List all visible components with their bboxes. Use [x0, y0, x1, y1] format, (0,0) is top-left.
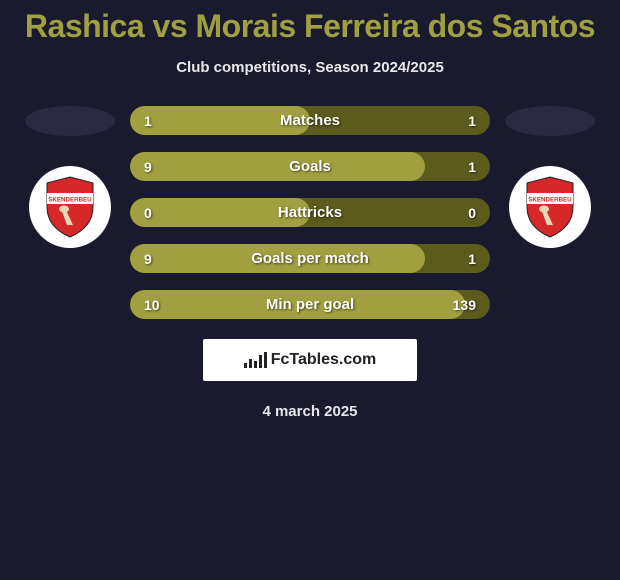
- stat-row: 9Goals1: [130, 152, 490, 181]
- stat-label: Matches: [130, 112, 490, 129]
- stat-value-right: 0: [468, 205, 476, 221]
- stat-row: 1Matches1: [130, 106, 490, 135]
- left-player-column: SKENDERBEU: [20, 106, 120, 248]
- stat-row: 10Min per goal139: [130, 290, 490, 319]
- club-badge-right: SKENDERBEU: [509, 166, 591, 248]
- badge-band-text: SKENDERBEU: [528, 197, 572, 204]
- stat-bars: 1Matches19Goals10Hattricks09Goals per ma…: [130, 106, 490, 319]
- stat-label: Goals per match: [130, 250, 490, 267]
- snapshot-date: 4 march 2025: [262, 403, 357, 420]
- stat-value-right: 1: [468, 113, 476, 129]
- player-photo-placeholder-left: [25, 106, 115, 136]
- stat-label: Min per goal: [130, 296, 490, 313]
- stat-label: Hattricks: [130, 204, 490, 221]
- player-photo-placeholder-right: [505, 106, 595, 136]
- page-subtitle: Club competitions, Season 2024/2025: [176, 59, 444, 76]
- stat-row: 9Goals per match1: [130, 244, 490, 273]
- comparison-panel: SKENDERBEU 1Matches19Goals10Hattricks09G…: [0, 106, 620, 319]
- shield-icon: SKENDERBEU: [43, 175, 97, 239]
- stat-value-right: 139: [453, 297, 476, 313]
- stat-value-right: 1: [468, 251, 476, 267]
- fctables-logo[interactable]: FcTables.com: [203, 339, 417, 381]
- club-badge-left: SKENDERBEU: [29, 166, 111, 248]
- page-title: Rashica vs Morais Ferreira dos Santos: [25, 8, 595, 45]
- badge-band-text: SKENDERBEU: [48, 197, 92, 204]
- chart-icon: [244, 352, 267, 368]
- stat-value-right: 1: [468, 159, 476, 175]
- right-player-column: SKENDERBEU: [500, 106, 600, 248]
- logo-text: FcTables.com: [271, 351, 377, 369]
- stat-label: Goals: [130, 158, 490, 175]
- shield-icon: SKENDERBEU: [523, 175, 577, 239]
- stat-row: 0Hattricks0: [130, 198, 490, 227]
